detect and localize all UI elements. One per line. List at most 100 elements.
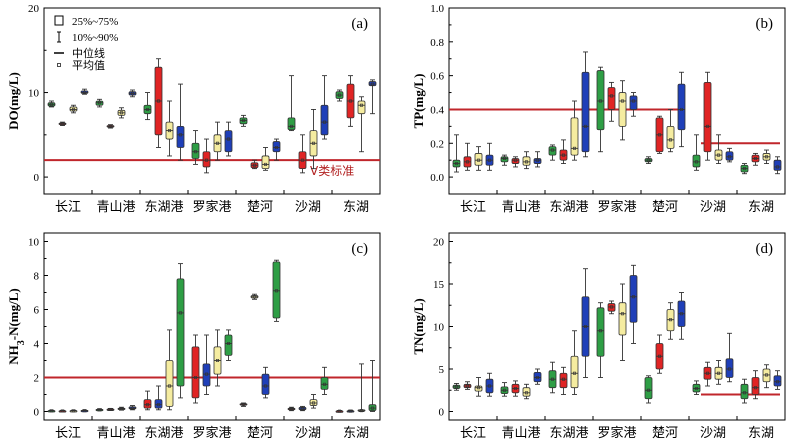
mean-point xyxy=(561,153,565,157)
category-label: 长江 xyxy=(55,426,81,441)
mean-point xyxy=(253,163,257,167)
y-axis-label: TP(mg/L) xyxy=(411,74,426,129)
box-red xyxy=(607,300,616,315)
mean-point xyxy=(83,91,87,95)
panel-a: 0 10 20 长江 青山港 东湖港 罗家港 楚河 沙湖 东湖 DO(mg/L) (a) V类标准 xyxy=(6,3,381,215)
mean-point xyxy=(179,133,183,137)
box-red xyxy=(346,75,355,127)
mean-point xyxy=(572,371,576,375)
y-tick-label: 1.0 xyxy=(430,3,444,15)
panel-label: (c) xyxy=(351,241,368,257)
box-blue xyxy=(176,83,185,161)
panel-c: 0 2 4 6 8 10 长江 青山港 东湖港 罗家港 楚河 沙湖 东湖 NH3-N(mg/L) (c) xyxy=(6,232,381,441)
mean-point xyxy=(337,93,341,97)
mean-point xyxy=(657,354,661,358)
panel-label: (d) xyxy=(756,241,774,257)
y-tick-label: 15 xyxy=(433,279,445,291)
box-green xyxy=(335,89,344,102)
category-label: 青山港 xyxy=(96,200,135,215)
mean-point xyxy=(263,162,267,166)
box-body xyxy=(176,125,185,148)
category-label: 罗家港 xyxy=(597,425,636,441)
mean-point xyxy=(535,375,539,379)
mean-point xyxy=(263,384,267,388)
box-body xyxy=(474,153,483,166)
box-yellow xyxy=(762,364,771,389)
mean-point xyxy=(476,386,480,390)
mean-point xyxy=(742,391,746,395)
box-body xyxy=(176,278,185,387)
mean-point xyxy=(337,409,341,413)
box-red xyxy=(298,134,307,174)
y-tick-label: 0 xyxy=(34,172,40,184)
box-green xyxy=(692,380,701,395)
category-label: 长江 xyxy=(460,426,486,441)
mean-point xyxy=(348,409,352,413)
box-yellow xyxy=(69,409,78,413)
category-label: 东湖港 xyxy=(144,200,183,215)
box-green xyxy=(320,366,329,395)
mean-point xyxy=(49,102,53,106)
category-label: 罗家港 xyxy=(597,199,636,215)
mean-point xyxy=(179,311,183,315)
box-green xyxy=(500,154,509,166)
box-blue xyxy=(533,151,542,168)
box-body xyxy=(751,377,760,395)
panel-b: 0.0 0.2 0.4 0.6 0.8 1.0 长江 青山港 东湖港 罗家港 楚河 沙湖 东湖 TP(mg… xyxy=(411,3,786,215)
y-tick-label: 0.8 xyxy=(430,37,444,49)
mean-point xyxy=(753,156,757,160)
box-yellow xyxy=(618,283,627,361)
mean-point xyxy=(668,138,672,142)
mean-point xyxy=(487,158,491,162)
legend-median-label: 中位线 xyxy=(72,46,105,60)
box-yellow xyxy=(213,329,222,387)
box-green xyxy=(368,360,377,412)
category-label: 东湖 xyxy=(748,200,774,215)
y-tick-label: 20 xyxy=(433,237,445,249)
box-blue xyxy=(677,292,686,340)
box-red xyxy=(335,409,344,413)
box-red xyxy=(58,121,67,126)
mean-point xyxy=(550,148,554,152)
box-green xyxy=(692,134,701,171)
mean-point xyxy=(775,380,779,384)
box-body xyxy=(224,130,233,153)
category-label: 东湖港 xyxy=(144,426,183,441)
legend-mean-label: 平均值 xyxy=(72,59,105,72)
mean-point xyxy=(216,358,220,362)
box-blue xyxy=(581,268,590,378)
box-blue xyxy=(368,79,377,115)
y-tick-label: 2 xyxy=(34,373,40,385)
mean-point xyxy=(679,312,683,316)
box-yellow xyxy=(357,96,366,153)
mean-point xyxy=(168,129,172,133)
category-label: 青山港 xyxy=(96,426,135,441)
category-label: 长江 xyxy=(460,200,486,215)
box-yellow xyxy=(570,100,579,161)
box-yellow xyxy=(714,360,723,385)
plot-frame xyxy=(43,7,381,195)
box-red xyxy=(751,370,760,400)
mean-point xyxy=(60,409,64,413)
mean-point xyxy=(227,341,231,345)
mean-point xyxy=(242,402,246,406)
y-tick-label: 0.4 xyxy=(430,104,444,116)
mean-point xyxy=(465,160,469,164)
category-label: 沙湖 xyxy=(700,200,726,215)
category-label: 楚河 xyxy=(247,426,273,441)
y-tick-label: 0 xyxy=(34,407,40,419)
mean-point xyxy=(253,295,257,299)
mean-point xyxy=(727,367,731,371)
box-blue xyxy=(202,334,211,395)
mean-point xyxy=(502,156,506,160)
category-label: 东湖港 xyxy=(549,426,588,441)
category-label: 楚河 xyxy=(247,200,273,215)
box-body xyxy=(581,71,590,153)
box-blue xyxy=(346,409,355,413)
y-tick-label: 5 xyxy=(439,364,445,376)
box-body xyxy=(287,117,296,131)
box-yellow xyxy=(165,100,174,157)
box-blue xyxy=(725,332,734,383)
box-blue xyxy=(154,385,163,411)
